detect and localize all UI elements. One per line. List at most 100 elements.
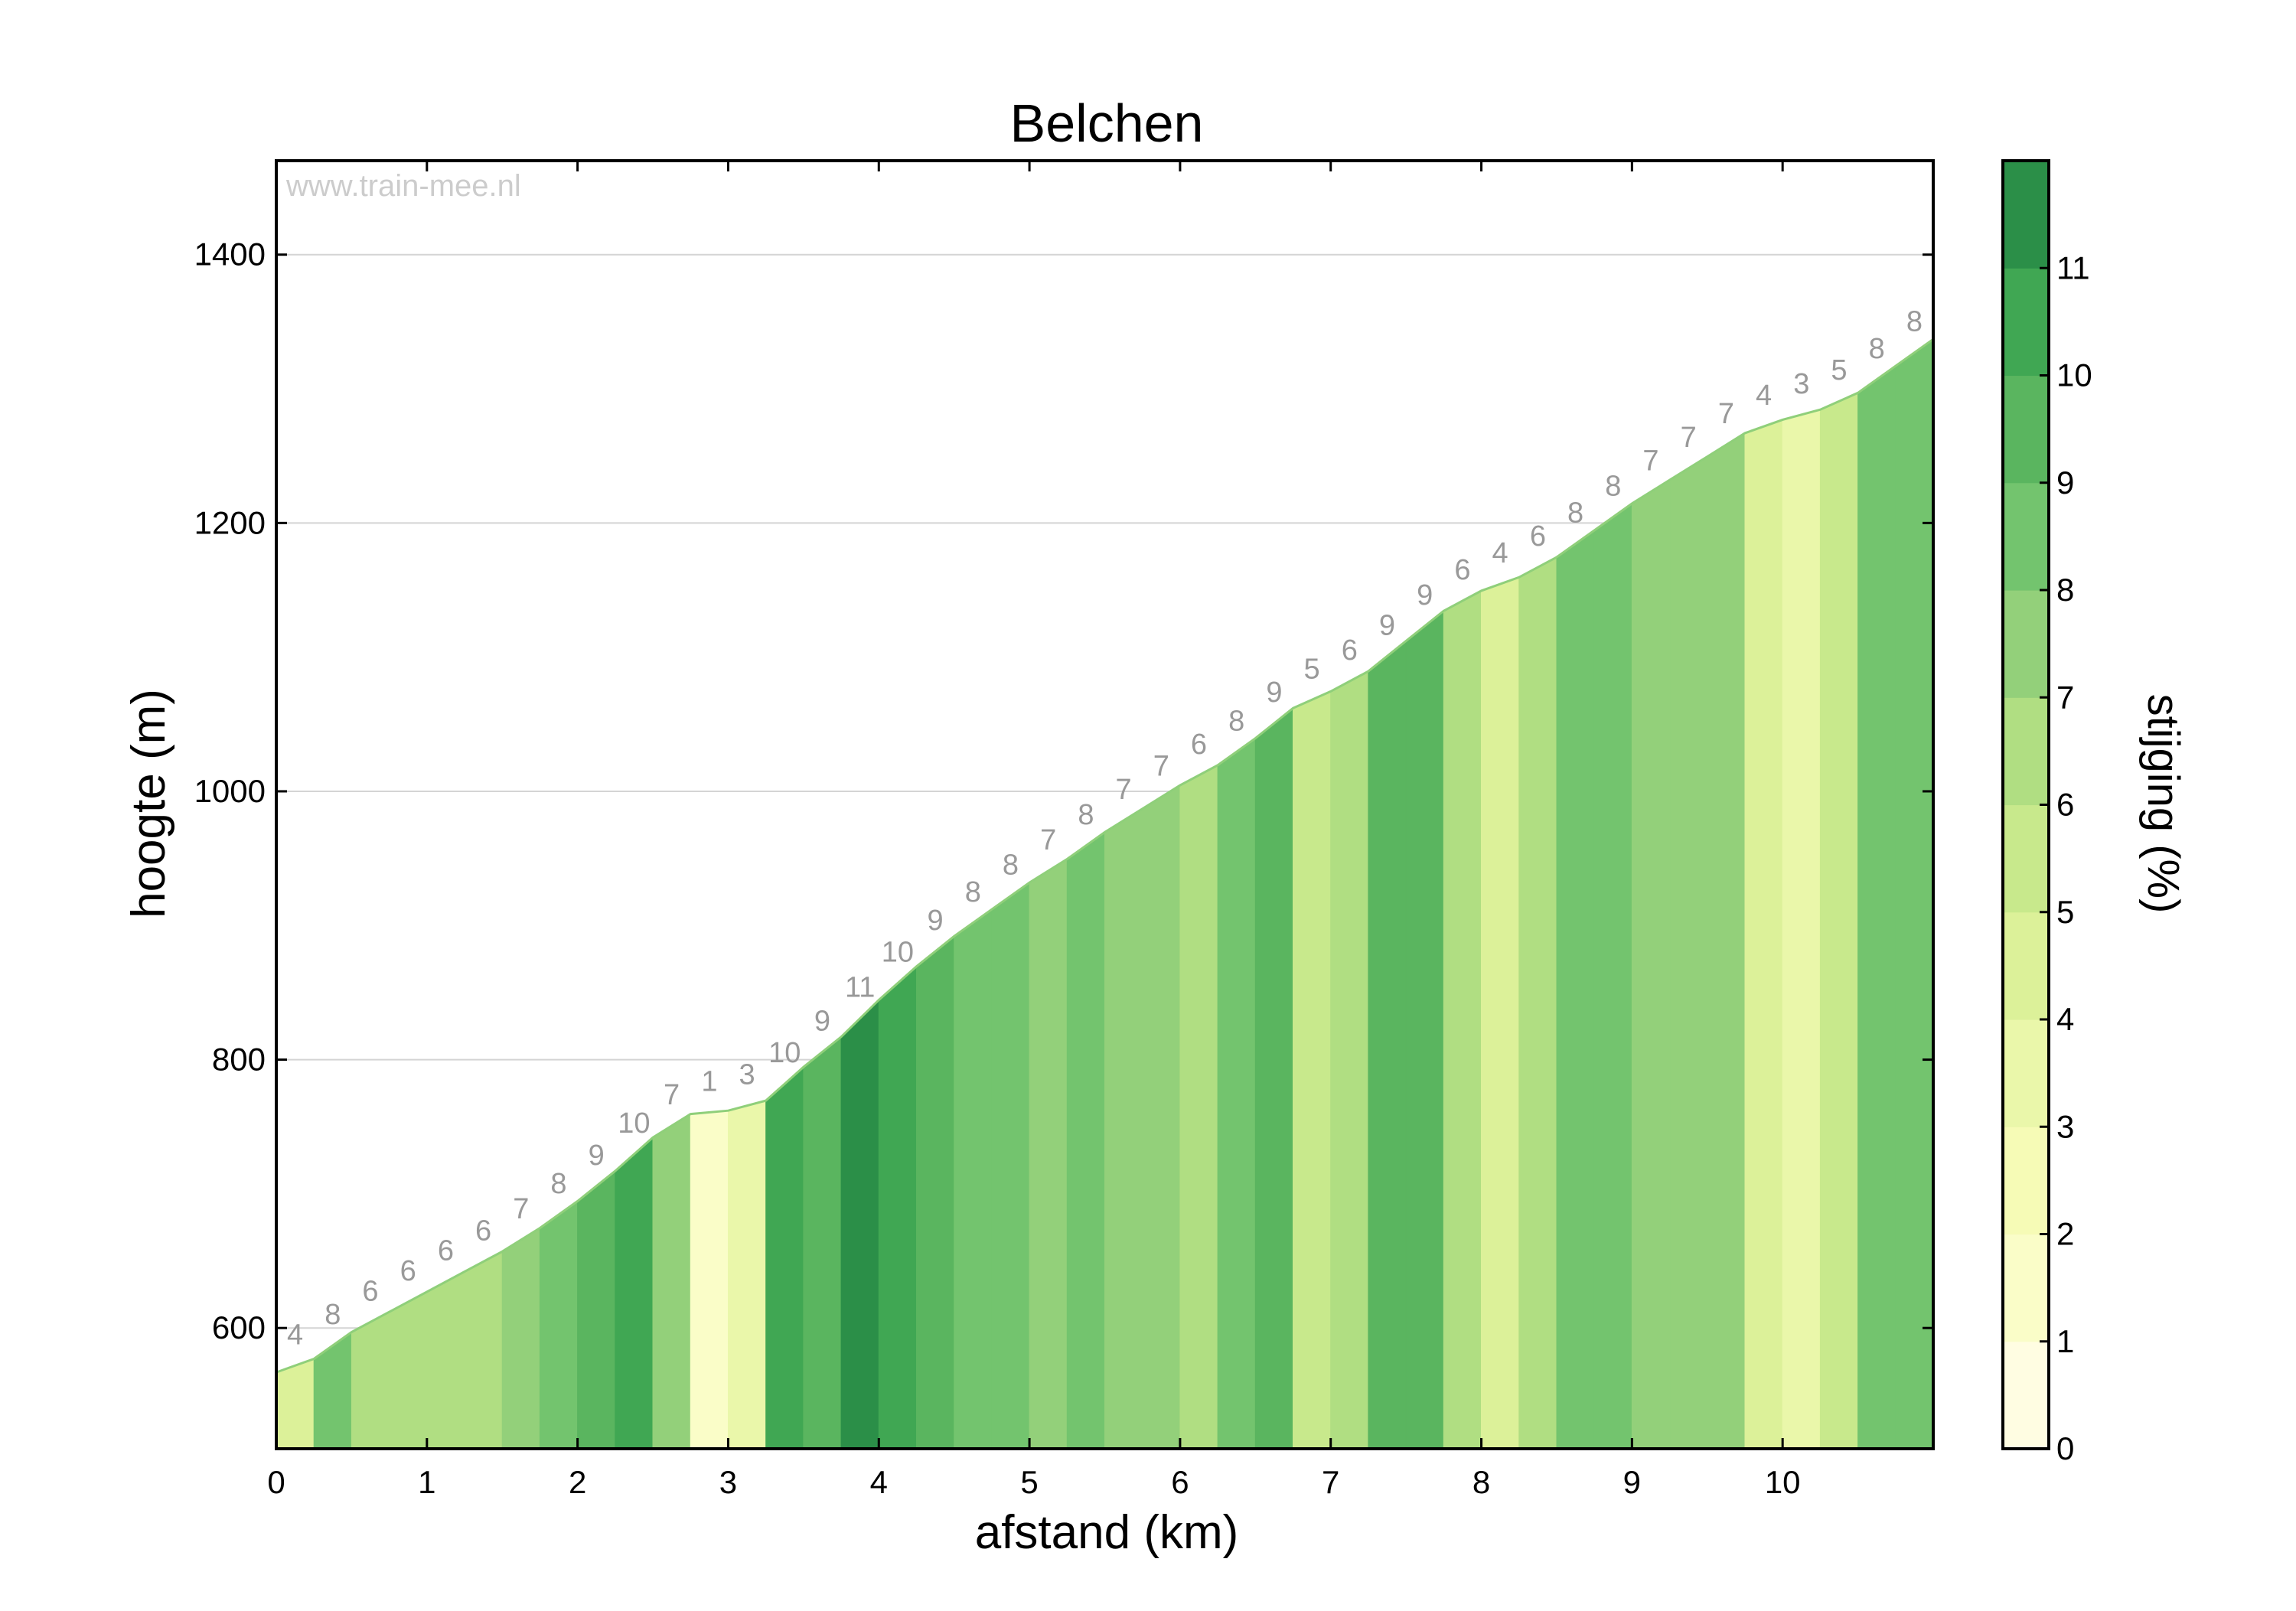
colorbar-tick-label: 9 <box>2056 465 2074 501</box>
gradient-label: 4 <box>1756 380 1772 412</box>
colorbar-tick-label: 8 <box>2056 572 2074 608</box>
gradient-label: 9 <box>928 905 944 937</box>
watermark: www.train-mee.nl <box>285 169 521 203</box>
colorbar-tick-label: 6 <box>2056 787 2074 823</box>
gradient-segment <box>1029 858 1068 1450</box>
gradient-label: 8 <box>550 1168 566 1200</box>
gradient-segment <box>1744 419 1783 1450</box>
gradient-segment <box>1707 432 1746 1450</box>
profile-line <box>276 338 1934 1374</box>
gradient-segment <box>1631 479 1671 1450</box>
gradient-label: 11 <box>845 972 875 1004</box>
x-tick-label: 3 <box>719 1464 737 1500</box>
gradient-segment <box>1782 409 1821 1450</box>
gradient-segment <box>1443 590 1482 1450</box>
gradient-segment <box>501 1227 540 1450</box>
gradient-segment <box>1066 831 1105 1450</box>
gradient-segment <box>1104 807 1143 1450</box>
x-tick-label: 1 <box>418 1464 435 1500</box>
colorbar-swatch <box>2003 161 2049 269</box>
gradient-label: 10 <box>618 1107 650 1140</box>
gradient-segment <box>840 999 879 1450</box>
colorbar-tick-label: 1 <box>2056 1323 2074 1359</box>
gradient-label: 10 <box>768 1037 801 1069</box>
gradient-label: 4 <box>287 1319 303 1351</box>
gradient-segment <box>1405 610 1444 1450</box>
y-tick-label: 800 <box>212 1042 266 1078</box>
colorbar-swatch <box>2003 1341 2049 1450</box>
gradient-segment <box>276 1358 315 1450</box>
gradient-segment <box>1593 502 1632 1450</box>
colorbar-tick-label: 3 <box>2056 1108 2074 1144</box>
gradient-segment <box>1368 640 1407 1450</box>
x-tick-label: 2 <box>569 1464 586 1500</box>
y-axis-label: hoogte (m) <box>122 689 175 918</box>
gradient-segment <box>1217 737 1256 1450</box>
elevation-line <box>276 338 1934 1374</box>
gradient-label: 6 <box>400 1255 416 1287</box>
colorbar: 0 1 2 3 4 5 6 7 8 9 10 11 <box>2001 159 2092 1466</box>
colorbar-swatch <box>2003 590 2049 698</box>
x-tick-label: 8 <box>1473 1464 1490 1500</box>
x-axis: 0 1 2 3 4 5 6 7 8 9 10 <box>267 161 1801 1500</box>
colorbar-swatch <box>2003 482 2049 591</box>
gradient-segment <box>464 1251 503 1450</box>
gradient-segment <box>313 1331 352 1450</box>
colorbar-tick-label: 2 <box>2056 1216 2074 1252</box>
gradient-label: 8 <box>1869 333 1885 365</box>
x-tick-label: 0 <box>267 1464 285 1500</box>
colorbar-tick-label: 0 <box>2056 1430 2074 1466</box>
gradient-label: 8 <box>965 876 981 908</box>
gradient-segment <box>1895 338 1934 1450</box>
gradient-label: 6 <box>1191 729 1207 761</box>
x-tick-label: 5 <box>1020 1464 1038 1500</box>
gradient-label: 3 <box>739 1059 755 1091</box>
colorbar-swatch <box>2003 804 2049 913</box>
colorbar-swatch <box>2003 1234 2049 1342</box>
colorbar-swatch <box>2003 268 2049 377</box>
gradient-label: 8 <box>1567 497 1583 530</box>
x-tick-label: 6 <box>1171 1464 1189 1500</box>
gradient-label: 8 <box>325 1299 341 1331</box>
y-axis: 600 800 1000 1200 1400 <box>194 236 1933 1345</box>
gradient-segment <box>765 1066 804 1450</box>
gradient-label: 7 <box>513 1193 529 1225</box>
gradient-label: 6 <box>1454 554 1470 586</box>
x-tick-label: 7 <box>1322 1464 1339 1500</box>
gradient-segment <box>1142 784 1181 1450</box>
chart-title: Belchen <box>1010 93 1204 153</box>
gradient-segment <box>728 1100 767 1450</box>
gradient-label: 9 <box>1379 609 1395 641</box>
gradient-label: 7 <box>1153 750 1169 782</box>
colorbar-swatch <box>2003 375 2049 484</box>
gradient-segment <box>916 935 955 1450</box>
gradient-segment <box>1179 764 1218 1450</box>
gradient-segment <box>1293 690 1332 1450</box>
gradient-label: 9 <box>814 1006 830 1038</box>
gradient-segment <box>991 882 1030 1450</box>
gradient-segment <box>1857 365 1896 1450</box>
colorbar-swatch <box>2003 697 2049 806</box>
colorbar-swatch <box>2003 1019 2049 1127</box>
colorbar-label: stijging (%) <box>2138 694 2188 914</box>
gradient-label: 8 <box>1078 799 1094 831</box>
gradient-segment <box>803 1035 842 1450</box>
gradient-segment <box>954 908 993 1450</box>
gradient-label: 3 <box>1793 368 1809 400</box>
gradient-segment <box>351 1311 390 1450</box>
gradient-label: 9 <box>1417 579 1433 611</box>
gradient-segment <box>1819 392 1859 1450</box>
gradient-label: 9 <box>1266 677 1282 709</box>
gradient-segment <box>652 1113 691 1450</box>
colorbar-tick-label: 10 <box>2056 357 2092 393</box>
gradient-label: 1 <box>701 1065 717 1097</box>
gradient-label: 8 <box>1605 471 1621 503</box>
colorbar-tick-label: 4 <box>2056 1001 2074 1037</box>
x-tick-label: 4 <box>870 1464 888 1500</box>
gradient-label: 7 <box>1116 774 1132 806</box>
gradient-label: 7 <box>1681 422 1697 454</box>
colorbar-swatch <box>2003 1127 2049 1235</box>
gradient-segment <box>389 1291 428 1450</box>
